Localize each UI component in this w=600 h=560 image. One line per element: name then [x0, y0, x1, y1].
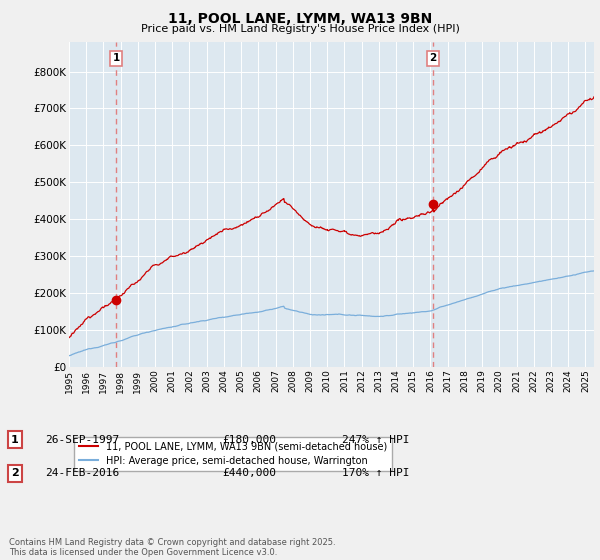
Text: 26-SEP-1997: 26-SEP-1997: [45, 435, 119, 445]
Legend: 11, POOL LANE, LYMM, WA13 9BN (semi-detached house), HPI: Average price, semi-de: 11, POOL LANE, LYMM, WA13 9BN (semi-deta…: [74, 437, 392, 471]
Text: 1: 1: [11, 435, 19, 445]
Text: 24-FEB-2016: 24-FEB-2016: [45, 468, 119, 478]
Text: 170% ↑ HPI: 170% ↑ HPI: [342, 468, 409, 478]
Text: £440,000: £440,000: [222, 468, 276, 478]
Text: 1: 1: [113, 53, 120, 63]
Text: Price paid vs. HM Land Registry's House Price Index (HPI): Price paid vs. HM Land Registry's House …: [140, 24, 460, 34]
Text: £180,000: £180,000: [222, 435, 276, 445]
Text: Contains HM Land Registry data © Crown copyright and database right 2025.
This d: Contains HM Land Registry data © Crown c…: [9, 538, 335, 557]
Text: 11, POOL LANE, LYMM, WA13 9BN: 11, POOL LANE, LYMM, WA13 9BN: [168, 12, 432, 26]
Text: 247% ↑ HPI: 247% ↑ HPI: [342, 435, 409, 445]
Text: 2: 2: [11, 468, 19, 478]
Text: 2: 2: [430, 53, 437, 63]
